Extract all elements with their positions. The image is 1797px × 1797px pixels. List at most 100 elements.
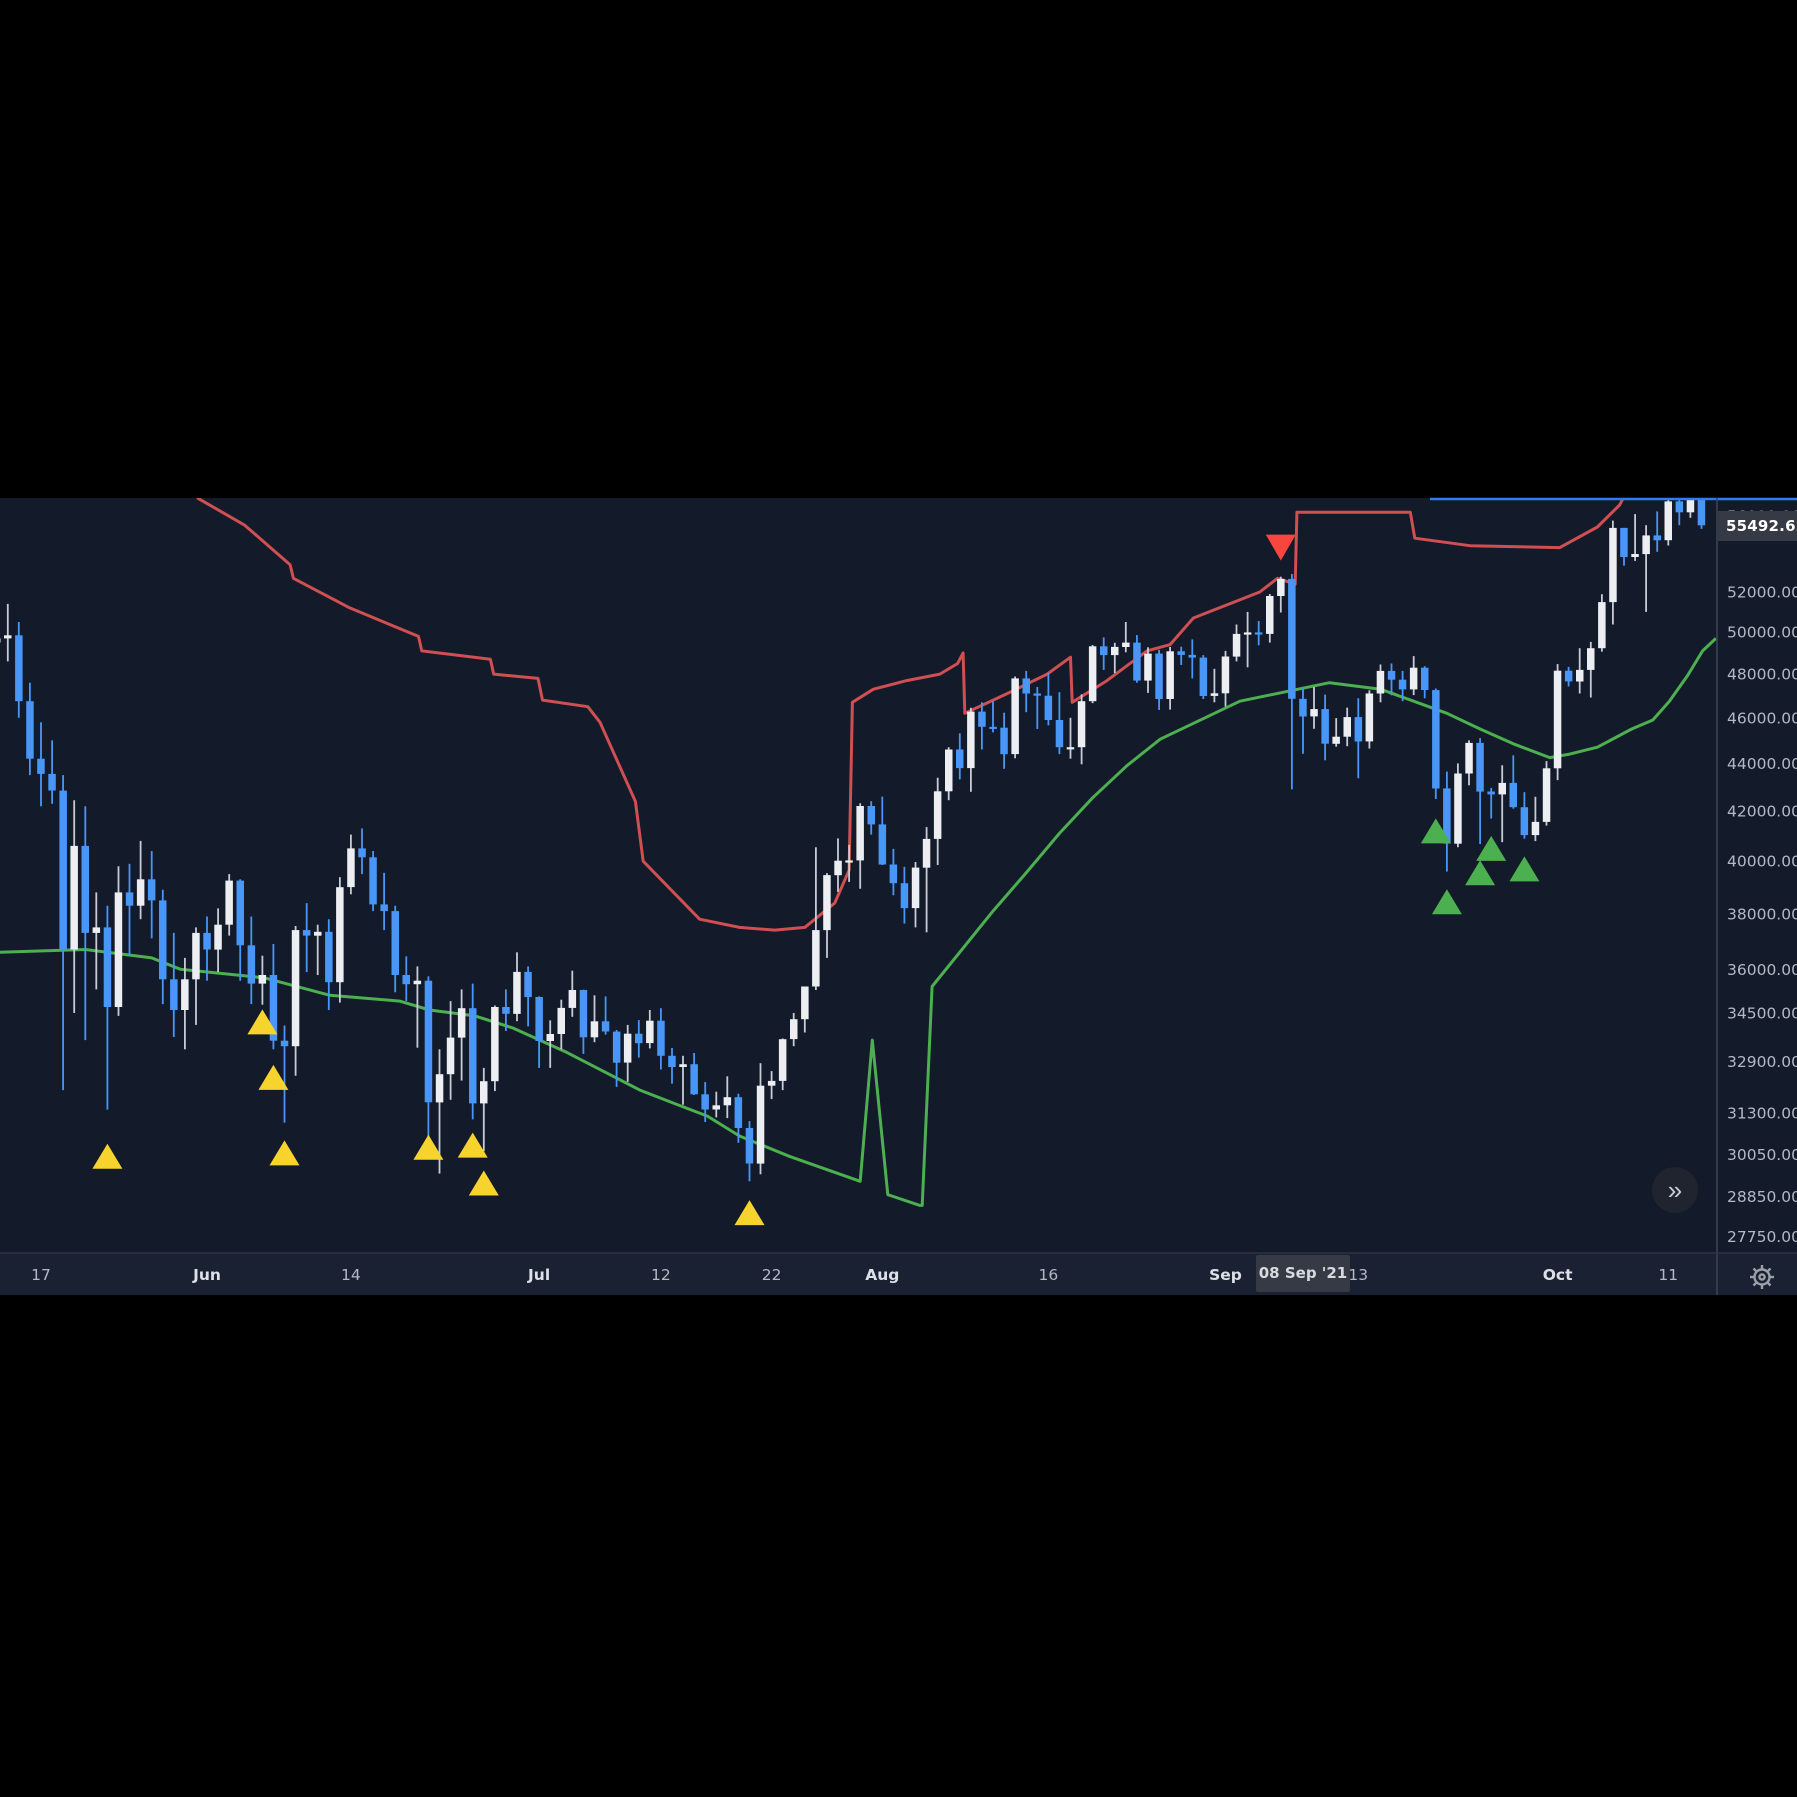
candle <box>280 1025 289 1123</box>
candle <box>601 996 610 1035</box>
candle <box>1133 635 1141 683</box>
candle <box>712 1091 720 1118</box>
buy-signal-triangle-yellow <box>468 1170 499 1196</box>
candle <box>1365 690 1374 749</box>
candle <box>734 1093 743 1143</box>
candle <box>1343 707 1351 747</box>
candle <box>435 1049 444 1174</box>
candle <box>1254 621 1263 646</box>
candle <box>136 840 145 920</box>
candle <box>1409 656 1418 696</box>
candle <box>635 1020 643 1058</box>
highlighted-date-label[interactable]: 08 Sep '21 <box>1256 1255 1350 1292</box>
candle <box>1376 664 1385 703</box>
candle <box>247 916 256 1005</box>
time-tick-label: 17 <box>31 1266 51 1284</box>
candle <box>513 952 521 1022</box>
candle <box>767 1071 776 1100</box>
candle <box>1044 673 1053 726</box>
candle <box>125 863 134 956</box>
buy-signal-triangle-green <box>1465 860 1496 886</box>
candle <box>978 702 986 750</box>
candle <box>646 1010 654 1049</box>
candle <box>1277 576 1285 613</box>
candle <box>1243 611 1252 668</box>
time-tick-label: 16 <box>1039 1266 1059 1284</box>
candle <box>889 848 898 896</box>
candle <box>336 877 344 1003</box>
candle <box>878 796 887 865</box>
candle <box>1354 698 1363 779</box>
candle <box>956 733 964 780</box>
candle <box>1321 694 1329 761</box>
price-tick-label: 50000.00 <box>1727 624 1797 642</box>
candle <box>1266 594 1274 643</box>
buy-signal-triangle-yellow <box>413 1134 444 1160</box>
candle <box>291 926 300 1076</box>
candle <box>745 1121 754 1182</box>
candle <box>1166 646 1174 710</box>
candle <box>933 777 942 865</box>
sell-signal-triangle-red <box>1265 534 1296 561</box>
last-price-label: 55492.62 <box>1717 511 1797 541</box>
candle <box>1011 676 1019 759</box>
candle <box>302 903 311 973</box>
candle <box>967 707 975 792</box>
time-tick-label: 13 <box>1348 1266 1368 1284</box>
collapse-panel-button[interactable]: » <box>1652 1167 1698 1213</box>
candle <box>181 957 189 1050</box>
candle <box>1542 761 1551 826</box>
candle <box>823 873 831 958</box>
candle <box>413 966 422 1048</box>
price-tick-label: 52000.00 <box>1727 584 1797 602</box>
price-tick-label: 34500.00 <box>1727 1005 1797 1023</box>
buy-signal-triangle-green <box>1476 835 1507 861</box>
candle <box>679 1055 687 1105</box>
candle <box>103 905 112 1110</box>
candle <box>668 1048 676 1084</box>
time-tick-label: Oct <box>1543 1266 1573 1284</box>
candle <box>812 847 820 990</box>
candle <box>1531 796 1540 842</box>
buy-signal-triangle-green <box>1509 856 1540 882</box>
gear-icon[interactable] <box>1745 1260 1779 1294</box>
candle <box>1697 498 1706 529</box>
price-tick-label: 31300.00 <box>1727 1104 1797 1122</box>
candle <box>1631 514 1639 561</box>
candle <box>1000 712 1008 769</box>
candle <box>1111 642 1119 674</box>
candle <box>900 866 909 924</box>
candle <box>1310 687 1318 729</box>
candle <box>347 834 355 895</box>
buy-signal-triangle-green <box>1420 818 1451 844</box>
candle <box>1155 649 1163 710</box>
time-tick-label: Aug <box>865 1266 899 1284</box>
buy-signal-triangle-green <box>1431 889 1462 915</box>
candle <box>1387 663 1396 696</box>
candle <box>369 851 377 912</box>
time-tick-label: 11 <box>1658 1266 1678 1284</box>
price-tick-label: 30050.00 <box>1727 1146 1797 1164</box>
candle <box>92 892 101 990</box>
candle <box>380 872 388 931</box>
price-tick-label: 36000.00 <box>1727 961 1797 979</box>
time-tick-label: Sep <box>1209 1266 1242 1284</box>
candle <box>26 682 34 776</box>
candle <box>778 1038 787 1091</box>
candle <box>989 701 997 733</box>
candle <box>911 862 920 928</box>
candle <box>1033 687 1041 729</box>
price-tick-label: 48000.00 <box>1727 666 1797 684</box>
price-tick-label: 44000.00 <box>1727 755 1797 773</box>
candle <box>203 916 211 981</box>
buy-signal-triangle-yellow <box>258 1064 289 1090</box>
candle <box>1598 594 1606 652</box>
candle <box>37 722 45 807</box>
candle <box>834 838 842 892</box>
candle <box>358 828 366 875</box>
lower-stop-line <box>0 637 1717 1207</box>
candle <box>1487 787 1495 819</box>
time-axis-bar[interactable] <box>0 1253 1797 1295</box>
candle <box>1022 670 1030 713</box>
